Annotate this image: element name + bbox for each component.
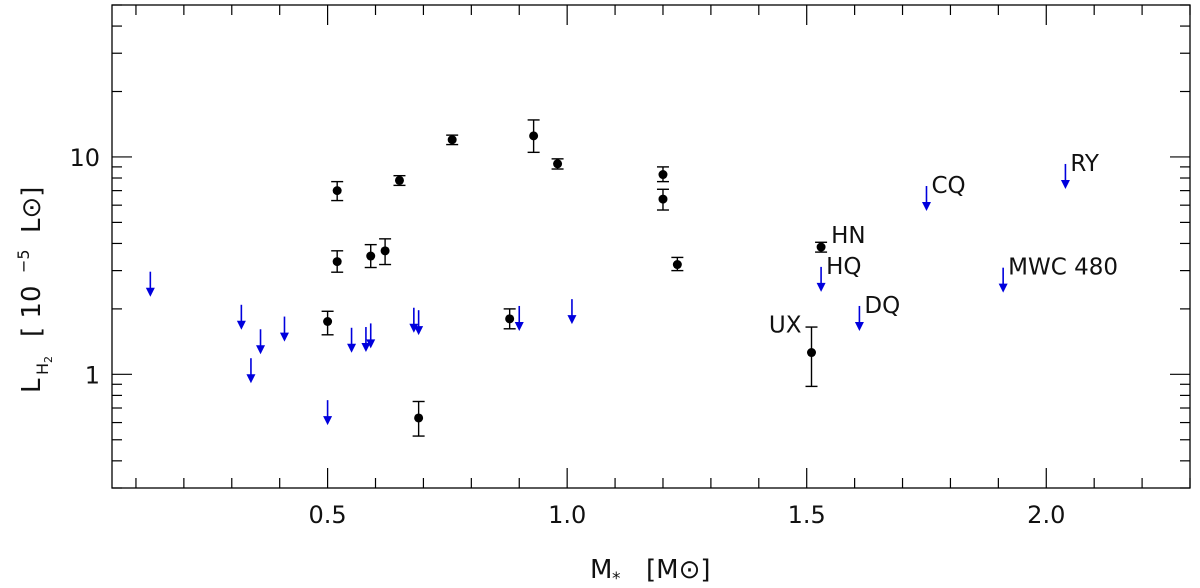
upper-limit-arrow — [921, 186, 931, 212]
arrow-head — [514, 321, 524, 331]
point-label: HN — [831, 223, 866, 249]
y-axis-title-exp: −5 — [14, 249, 33, 273]
detection-point — [551, 158, 564, 170]
arrow-head — [347, 343, 357, 353]
y-tick-label: 10 — [69, 144, 100, 172]
y-tick-label: 1 — [85, 361, 100, 389]
arrow-head — [998, 283, 1008, 293]
detection-point — [805, 326, 818, 388]
detection-marker — [658, 170, 668, 180]
arrow-head — [409, 323, 419, 333]
detection-point — [364, 243, 377, 269]
detection-marker — [672, 260, 682, 270]
upper-limit-arrow — [279, 316, 289, 342]
point-label: MWC 480 — [1008, 255, 1118, 281]
detection-marker — [807, 348, 817, 358]
x-axis-title: M * [M⊙] — [590, 555, 711, 588]
arrow-head — [414, 326, 424, 336]
upper-limit-arrow — [347, 327, 357, 353]
y-axis-title-main: L — [17, 378, 47, 393]
detection-marker — [414, 413, 424, 423]
detection-marker — [332, 257, 342, 267]
point-label: DQ — [864, 293, 900, 319]
upper-limit-arrow — [145, 271, 155, 297]
detection-marker — [529, 131, 539, 141]
detection-marker — [323, 317, 333, 326]
arrow-head — [854, 321, 864, 331]
detection-marker — [332, 186, 342, 196]
upper-limit-arrow — [409, 307, 419, 333]
detection-point — [393, 174, 406, 187]
y-axis-title-subsub: 2 — [42, 356, 55, 363]
detection-marker — [816, 242, 826, 252]
detection-point — [503, 308, 516, 330]
detection-point — [527, 119, 540, 154]
detection-point — [446, 134, 459, 146]
arrow-head — [361, 343, 371, 353]
upper-limit-arrow — [1060, 163, 1070, 189]
detection-marker — [380, 246, 390, 256]
detection-point — [656, 188, 669, 211]
detection-point — [331, 180, 344, 202]
x-tick-label: 1.0 — [548, 501, 586, 529]
arrow-head — [921, 202, 931, 212]
arrow-head — [816, 282, 826, 292]
upper-limit-arrow — [361, 327, 371, 353]
upper-limit-arrow — [366, 323, 376, 349]
x-tick-label: 1.5 — [788, 501, 826, 529]
detection-point — [379, 238, 392, 266]
arrow-head — [1060, 179, 1070, 189]
point-label: UX — [769, 313, 802, 339]
detection-marker — [553, 159, 563, 169]
detection-marker — [505, 314, 515, 324]
detection-marker — [447, 135, 457, 145]
x-axis-title-main: M — [590, 555, 612, 585]
x-tick-label: 0.5 — [309, 501, 347, 529]
plot-frame — [111, 4, 1191, 489]
point-label: RY — [1070, 151, 1100, 177]
detection-point — [321, 310, 334, 336]
upper-limit-arrow — [854, 305, 864, 331]
x-axis-title-sub: * — [612, 569, 621, 588]
detection-marker — [394, 175, 404, 185]
arrow-head — [246, 374, 256, 384]
x-axis-title-unit: [M⊙] — [646, 555, 711, 585]
y-axis-title-sub: H — [33, 363, 52, 375]
arrow-head — [256, 345, 266, 355]
arrow-head — [567, 315, 577, 325]
arrow-head — [323, 416, 333, 426]
arrow-head — [145, 287, 155, 297]
detection-point — [671, 256, 684, 272]
detection-point — [656, 166, 669, 183]
detection-point — [815, 241, 828, 253]
arrow-head — [366, 339, 376, 349]
upper-limit-arrow — [998, 267, 1008, 293]
detection-point — [412, 400, 425, 437]
y-axis-title-unit-open: [ 10 — [17, 286, 47, 338]
upper-limit-arrow — [816, 266, 826, 292]
upper-limit-arrow — [514, 305, 524, 331]
detection-marker — [366, 251, 376, 261]
x-tick-label: 2.0 — [1027, 501, 1065, 529]
upper-limit-arrow — [236, 304, 246, 330]
upper-limit-arrow — [567, 299, 577, 325]
y-axis-title-unit-close: L⊙] — [17, 187, 47, 233]
detection-point — [331, 250, 344, 273]
arrow-head — [279, 332, 289, 342]
y-axis-title: L H 2 [ 10 −5 L⊙] — [14, 187, 55, 393]
upper-limit-arrow — [256, 329, 266, 355]
arrow-head — [236, 320, 246, 330]
upper-limit-arrow — [246, 358, 256, 384]
upper-limit-arrow — [323, 400, 333, 426]
point-label: HQ — [826, 254, 861, 280]
upper-limit-arrow — [414, 310, 424, 336]
point-label: CQ — [931, 173, 965, 199]
detection-marker — [658, 194, 668, 204]
